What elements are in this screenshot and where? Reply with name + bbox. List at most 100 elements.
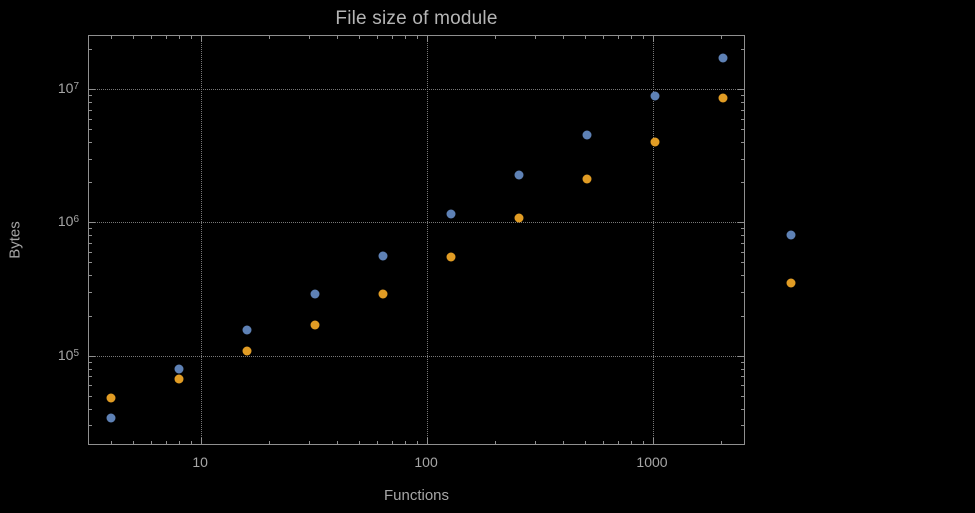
y-tick-mark: [89, 361, 92, 363]
x-tick-mark: [642, 441, 644, 444]
x-tick-mark: [534, 36, 536, 39]
y-axis-label: Bytes: [6, 221, 24, 259]
gridline-horizontal: [89, 355, 744, 357]
data-point-series-1: [650, 91, 660, 101]
y-tick-mark: [741, 251, 744, 253]
data-point-series-2: [174, 374, 184, 384]
y-tick-mark: [89, 262, 92, 264]
y-tick-mark: [89, 395, 92, 397]
y-tick-mark: [89, 242, 92, 244]
data-point-series-1: [242, 325, 252, 335]
x-tick-mark: [405, 441, 407, 444]
data-point-series-1: [378, 251, 388, 261]
plot-frame: [88, 35, 796, 445]
y-tick-mark: [89, 355, 95, 357]
y-tick-mark: [89, 251, 92, 253]
x-tick-mark: [166, 441, 168, 444]
x-tick-mark: [308, 441, 310, 444]
y-tick-mark: [89, 142, 92, 144]
x-tick-mark: [631, 36, 633, 39]
x-tick-mark: [190, 441, 192, 444]
data-point-series-1: [446, 209, 456, 219]
y-tick-mark: [738, 355, 744, 357]
data-point-series-2: [378, 289, 388, 299]
y-tick-mark: [89, 222, 95, 224]
data-point-series-2: [446, 252, 456, 262]
x-tick-mark: [269, 441, 271, 444]
x-tick-mark: [376, 36, 378, 39]
x-tick-mark: [133, 441, 135, 444]
x-tick-mark: [427, 36, 429, 42]
x-tick-mark: [602, 36, 604, 39]
x-tick-mark: [602, 441, 604, 444]
x-tick-mark: [376, 441, 378, 444]
y-tick-mark: [741, 109, 744, 111]
data-point-series-2: [242, 346, 252, 356]
x-tick-mark: [631, 441, 633, 444]
x-tick-mark: [584, 36, 586, 39]
data-point-series-2: [106, 393, 116, 403]
x-tick-mark: [166, 36, 168, 39]
x-tick-mark: [201, 438, 203, 444]
data-point-series-2: [310, 320, 320, 330]
y-tick-mark: [89, 315, 92, 317]
y-tick-mark: [89, 182, 92, 184]
y-tick-mark: [741, 48, 744, 50]
data-point-series-1: [310, 289, 320, 299]
gridline-vertical: [652, 36, 654, 444]
data-point-series-2: [582, 174, 592, 184]
data-point-series-2: [786, 278, 796, 288]
x-tick-mark: [308, 36, 310, 39]
y-tick-mark: [89, 118, 92, 120]
x-tick-mark: [269, 36, 271, 39]
y-tick-mark: [741, 275, 744, 277]
y-tick-mark: [741, 262, 744, 264]
x-tick-mark: [337, 441, 339, 444]
y-tick-label: 105: [57, 346, 79, 363]
y-tick-mark: [741, 129, 744, 131]
data-point-series-1: [582, 130, 592, 140]
x-tick-mark: [721, 441, 722, 444]
y-tick-mark: [741, 101, 744, 103]
data-point-series-1: [514, 170, 524, 180]
y-tick-mark: [741, 368, 744, 370]
y-tick-mark: [89, 129, 92, 131]
y-tick-mark: [89, 292, 92, 294]
x-tick-mark: [201, 36, 203, 42]
y-tick-mark: [741, 408, 744, 410]
y-tick-mark: [741, 158, 744, 160]
x-tick-label: 10: [192, 454, 208, 470]
y-tick-mark: [741, 95, 744, 97]
x-tick-mark: [495, 36, 497, 39]
y-tick-mark: [89, 48, 92, 50]
x-tick-mark: [617, 36, 619, 39]
y-tick-mark: [89, 95, 92, 97]
y-tick-mark: [89, 228, 92, 230]
x-tick-mark: [721, 36, 722, 39]
x-tick-label: 100: [414, 454, 438, 470]
data-point-series-1: [174, 364, 184, 374]
x-tick-mark: [534, 441, 536, 444]
x-tick-mark: [190, 36, 192, 39]
y-tick-mark: [741, 242, 744, 244]
y-tick-mark: [738, 222, 744, 224]
data-point-series-1: [786, 230, 796, 240]
y-tick-mark: [89, 275, 92, 277]
y-tick-mark: [89, 235, 92, 237]
gridline-vertical: [201, 36, 203, 444]
x-tick-mark: [563, 36, 565, 39]
data-point-series-1: [718, 53, 728, 63]
y-tick-mark: [741, 182, 744, 184]
y-tick-mark: [89, 109, 92, 111]
y-tick-mark: [741, 292, 744, 294]
y-tick-mark: [741, 385, 744, 387]
y-tick-label: 106: [57, 213, 79, 230]
x-tick-mark: [179, 36, 181, 39]
x-tick-mark: [416, 441, 418, 444]
x-tick-mark: [495, 441, 497, 444]
x-tick-mark: [359, 36, 361, 39]
x-tick-mark: [416, 36, 418, 39]
y-tick-mark: [741, 142, 744, 144]
y-tick-mark: [741, 118, 744, 120]
data-point-series-2: [514, 213, 524, 223]
